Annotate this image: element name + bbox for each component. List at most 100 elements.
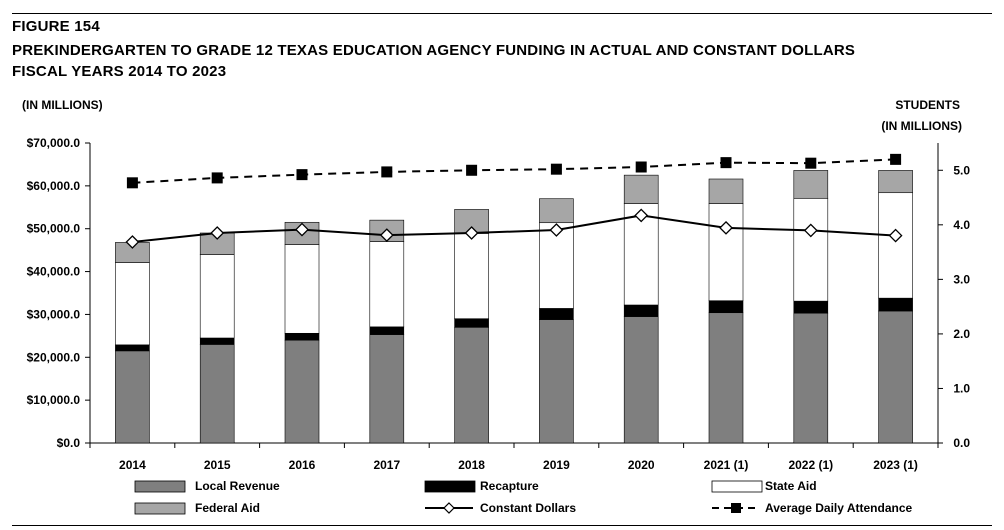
bar-local-revenue — [454, 326, 489, 444]
right-axis-label-line-2: (IN MILLIONS) — [881, 119, 962, 133]
bar-recapture — [793, 300, 829, 314]
left-tick-label: $60,000.0 — [27, 179, 81, 193]
bar-recapture — [115, 344, 150, 352]
figure-title: PREKINDERGARTEN TO GRADE 12 TEXAS EDUCAT… — [12, 40, 992, 82]
bar-local-revenue — [115, 350, 150, 444]
x-tick-label: 2022 (1) — [788, 458, 833, 472]
point-constant-dollars — [464, 226, 479, 240]
legend-label: Average Daily Attendance — [765, 501, 912, 515]
bar-federal-aid — [623, 174, 659, 204]
x-tick-label: 2017 — [373, 458, 400, 472]
legend-label: Local Revenue — [195, 479, 280, 493]
legend-item-recapture: Recapture — [424, 479, 539, 493]
bar-local-revenue — [369, 334, 405, 444]
bar-federal-aid — [539, 198, 574, 224]
left-tick-label: $0.0 — [57, 436, 81, 450]
bar-local-revenue — [284, 339, 320, 444]
bar-recapture — [284, 332, 320, 341]
legend-item-federal-aid: Federal Aid — [134, 501, 260, 515]
bar-state-aid — [115, 262, 150, 346]
x-tick-label: 2019 — [543, 458, 570, 472]
bar-recapture — [878, 297, 913, 312]
legend-label: Recapture — [480, 479, 539, 493]
legend-swatch — [711, 480, 763, 493]
point-average-daily-attendance — [381, 166, 393, 178]
bar-local-revenue — [708, 312, 744, 444]
bar-recapture — [369, 326, 405, 335]
legend-item-local-revenue: Local Revenue — [134, 479, 280, 493]
legend-item-state-aid: State Aid — [711, 479, 817, 493]
legend-item-constant-dollars: Constant Dollars — [425, 501, 576, 515]
point-average-daily-attendance — [126, 177, 138, 189]
point-constant-dollars — [210, 226, 225, 240]
bar-recapture — [539, 308, 574, 320]
point-average-daily-attendance — [211, 172, 223, 184]
point-constant-dollars — [295, 222, 309, 237]
bar-local-revenue — [199, 344, 235, 444]
right-tick-label: 0.0 — [953, 436, 970, 450]
right-axis-label-line-1: STUDENTS — [895, 98, 960, 112]
legend-label: Federal Aid — [195, 501, 260, 515]
x-tick-label: 2020 — [628, 458, 655, 472]
bar-federal-aid — [878, 170, 913, 194]
legend-label: Constant Dollars — [480, 501, 576, 515]
legend-marker — [731, 503, 741, 513]
left-tick-label: $40,000.0 — [27, 265, 81, 279]
top-rule — [12, 13, 992, 14]
x-tick-label: 2015 — [204, 458, 231, 472]
figure-number: FIGURE 154 — [12, 18, 100, 35]
bar-recapture — [454, 318, 489, 328]
x-tick-label: 2023 (1) — [873, 458, 918, 472]
bar-state-aid — [369, 241, 405, 328]
figure-title-line-1: PREKINDERGARTEN TO GRADE 12 TEXAS EDUCAT… — [12, 42, 856, 59]
point-average-daily-attendance — [635, 161, 647, 173]
left-tick-label: $20,000.0 — [27, 350, 81, 364]
bar-local-revenue — [793, 312, 829, 444]
bottom-rule — [12, 525, 992, 526]
bar-state-aid — [708, 203, 744, 302]
point-average-daily-attendance — [466, 164, 478, 176]
point-constant-dollars — [549, 223, 564, 237]
right-tick-label: 3.0 — [953, 272, 970, 286]
bar-state-aid — [793, 197, 829, 302]
left-axis-label: (IN MILLIONS) — [22, 98, 103, 112]
legend-label: State Aid — [765, 479, 817, 493]
bar-local-revenue — [539, 319, 574, 444]
legend-marker — [443, 502, 455, 514]
legend-item-average-daily-attendance: Average Daily Attendance — [712, 501, 912, 515]
point-constant-dollars — [125, 235, 140, 249]
bar-state-aid — [199, 254, 235, 339]
legend-swatch — [424, 480, 476, 493]
point-average-daily-attendance — [550, 163, 562, 175]
point-average-daily-attendance — [890, 153, 902, 165]
bar-recapture — [199, 337, 235, 345]
legend: Local Revenue Recapture State Aid Federal A… — [134, 479, 912, 515]
bar-recapture — [623, 304, 659, 317]
point-constant-dollars — [719, 220, 733, 235]
line-average-daily-attendance — [132, 158, 896, 184]
point-average-daily-attendance — [720, 157, 732, 169]
line-constant-dollars — [132, 214, 896, 243]
legend-swatch — [134, 502, 186, 515]
bar-state-aid — [454, 233, 489, 320]
x-tick-label: 2014 — [119, 458, 146, 472]
x-tick-label: 2016 — [289, 458, 316, 472]
figure-title-line-2: FISCAL YEARS 2014 TO 2023 — [12, 63, 227, 80]
legend-swatch — [134, 480, 186, 493]
left-tick-label: $50,000.0 — [27, 222, 81, 236]
right-tick-label: 4.0 — [953, 218, 970, 232]
bar-state-aid — [284, 244, 320, 334]
left-tick-label: $70,000.0 — [27, 136, 81, 150]
bar-local-revenue — [623, 316, 659, 444]
point-constant-dollars — [888, 228, 903, 243]
left-tick-label: $30,000.0 — [27, 307, 81, 321]
right-tick-label: 1.0 — [953, 381, 970, 395]
bar-federal-aid — [793, 170, 829, 199]
point-average-daily-attendance — [296, 169, 308, 181]
bar-recapture — [708, 300, 744, 314]
bar-state-aid — [878, 192, 913, 299]
right-tick-label: 2.0 — [953, 327, 970, 341]
point-constant-dollars — [634, 208, 649, 223]
plot-area: $0.0 $10,000.0 $20,000.0 $30,000.0 $40,000.0… — [27, 136, 971, 472]
